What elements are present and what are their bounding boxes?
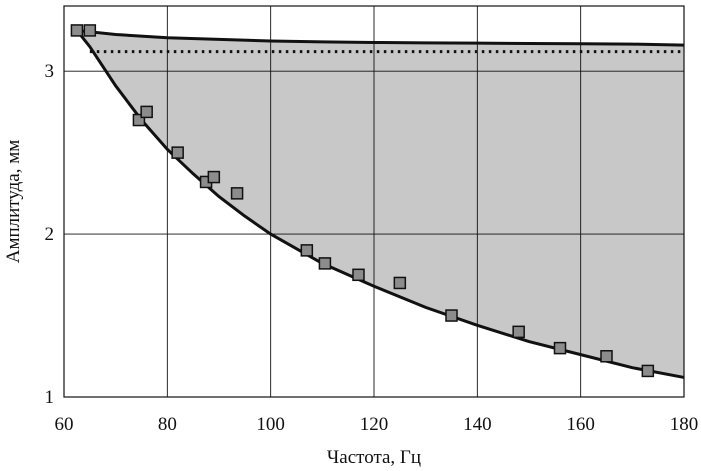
x-axis-title: Частота, Гц: [327, 447, 421, 468]
data-point: [352, 268, 365, 282]
data-point: [393, 276, 407, 290]
y-tick-labels: 1 2 3: [45, 61, 55, 408]
data-point: [300, 244, 314, 257]
x-tick-label: 60: [55, 414, 74, 435]
curves-layer: [75, 28, 685, 379]
data-point: [600, 350, 613, 363]
data-point: [512, 325, 525, 339]
x-tick-label: 100: [256, 414, 285, 435]
data-point: [83, 24, 97, 37]
x-tick-label: 120: [360, 414, 389, 435]
lower-curve: [75, 29, 685, 379]
data-point: [318, 257, 332, 270]
x-tick-label: 160: [566, 414, 595, 435]
data-point: [230, 187, 244, 200]
data-point: [132, 113, 146, 127]
x-tick-labels: 60 80 100 120 140 160 180: [55, 414, 699, 435]
x-tick-label: 80: [158, 414, 177, 435]
data-point: [171, 146, 184, 159]
gridlines: [64, 6, 684, 397]
shaded-region-layer: [76, 30, 684, 378]
y-axis-title: Амплитуда, мм: [3, 140, 24, 264]
x-tick-label: 180: [670, 414, 699, 435]
upper-curve: [76, 28, 685, 47]
data-point: [641, 364, 655, 378]
data-point: [553, 341, 567, 355]
y-tick-label: 1: [45, 387, 55, 408]
data-point: [445, 309, 458, 322]
x-tick-label: 140: [463, 414, 492, 435]
y-tick-label: 2: [45, 224, 55, 245]
shaded-region: [76, 30, 684, 378]
y-tick-label: 3: [45, 61, 55, 82]
data-point: [207, 170, 221, 184]
markers-layer: [70, 24, 655, 378]
data-point: [140, 105, 153, 119]
plot-frame: [63, 5, 685, 398]
data-point: [70, 24, 84, 37]
